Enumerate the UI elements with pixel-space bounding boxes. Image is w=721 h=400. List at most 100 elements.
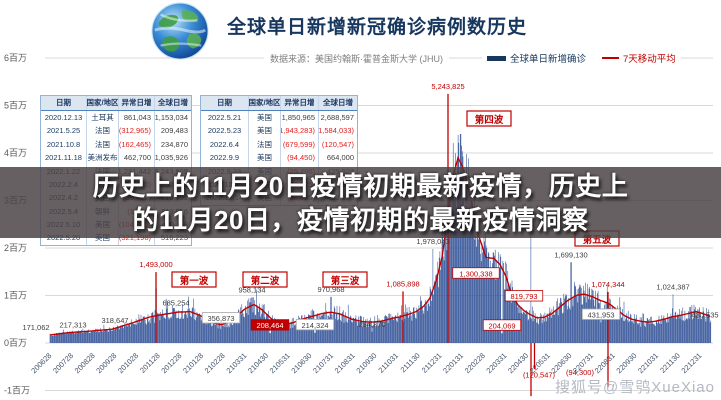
wave-label-box (242, 271, 288, 288)
ma-line (49, 155, 711, 336)
wave-label-box (322, 271, 368, 288)
x-axis-label: 200728 (51, 351, 75, 375)
annotation-label: (94,300) (566, 368, 594, 377)
x-axis-label: 210228 (203, 351, 227, 375)
legend-line-label: 7天移动平均 (623, 54, 676, 65)
annotation-label: 1,493,000 (139, 260, 172, 269)
table-cell: 2021.10.8 (41, 137, 87, 152)
chart-legend: 全球单日新增确诊 7天移动平均 (482, 51, 681, 65)
annotation-label: 204,069 (488, 321, 515, 330)
table-header-cell: 国家/地区 (249, 96, 281, 110)
annotation-label: (120,547) (523, 371, 556, 380)
annotation-label: 1,699,130 (554, 250, 587, 259)
x-axis-label: 210531 (268, 351, 292, 375)
table-cell: 2,688,597 (320, 112, 354, 122)
y-axis-label: 4百万 (4, 148, 27, 158)
x-axis-label: 201028 (116, 351, 140, 375)
annotation-label: 430,535 (691, 311, 718, 320)
table-header-cell: 全球日增 (158, 98, 188, 108)
wave-label: 第一波 (180, 275, 209, 287)
page-title: 全球单日新增新冠确诊病例数历史 (227, 17, 528, 38)
table-cell: 209,483 (160, 126, 188, 136)
table-cell: (1,943,283) (281, 124, 319, 138)
annotation-box (482, 319, 522, 331)
table-cell: (94,450) (281, 151, 319, 165)
annotation-label: 356,873 (207, 314, 234, 323)
annotation-label: 958,134 (238, 285, 265, 294)
table-cell: (312,965) (119, 124, 155, 138)
table-row: 2022.9.9 美国 (94,450) 664,000 (201, 151, 357, 165)
y-axis-label: 2百万 (4, 243, 27, 253)
table-cell: 2022.5.21 (201, 111, 249, 125)
annotation-label: 1,074,344 (591, 280, 624, 289)
data-source-subtitle: 数据来源：美国约翰斯·霍普金斯大学 (JHU) (264, 52, 449, 65)
y-axis-label: -1百万 (4, 386, 30, 396)
overlay-banner: 历史上的11月20日疫情初期最新疫情，历史上 的11月20日，疫情初期的最新疫情… (0, 167, 721, 238)
x-axis-label: 201128 (138, 351, 162, 375)
legend-bar-label: 全球单日新增确诊 (510, 54, 587, 65)
y-axis-label: 5百万 (4, 101, 27, 111)
overlay-title-line2: 的11月20日，疫情初期的最新疫情洞察 (132, 204, 589, 235)
x-axis-label: 210430 (246, 351, 270, 375)
y-axis-label: 0百万 (4, 338, 27, 348)
x-axis-label: 220131 (441, 351, 465, 375)
table-cell: 2022.5.23 (201, 124, 249, 138)
annotation-label: 318,647 (101, 316, 128, 325)
table-cell: 法国 (87, 124, 119, 138)
table-header-row: 日期 国家/地区 异常日增 全球日增 (201, 96, 357, 111)
annotation-label: 208,464 (256, 321, 283, 330)
annotation-label: 5,243,825 (431, 82, 464, 91)
annotation-label: 1,300,338 (459, 269, 492, 278)
table-cell: (679,599) (281, 137, 319, 152)
table-cell: 美国 (249, 151, 281, 165)
x-axis-label: 210831 (333, 351, 357, 375)
watermark: 搜狐号@雪鸮XueXiao (555, 379, 715, 396)
x-axis-label: 210630 (289, 351, 313, 375)
legend-line-swatch (602, 57, 620, 59)
x-axis-label: 201228 (159, 351, 183, 375)
y-axis-label: 6百万 (4, 53, 27, 63)
x-axis-label: 220228 (463, 351, 487, 375)
x-axis-label: 221130 (658, 351, 682, 375)
table-cell: 2021.5.25 (41, 124, 87, 138)
x-axis-label: 220331 (484, 351, 508, 375)
table-cell: (1,584,033) (319, 126, 354, 136)
x-axis-label: 220930 (614, 351, 638, 375)
x-axis-label: 211031 (376, 351, 400, 375)
x-axis-label: 220831 (593, 351, 617, 375)
table-header-cell: 日期 (201, 96, 249, 110)
x-axis-label: 221231 (679, 351, 703, 375)
table-cell: 2021.11.18 (41, 151, 87, 165)
bars-path (49, 134, 712, 343)
table-header-cell: 全球日增 (323, 98, 353, 108)
table-cell: 462,700 (119, 151, 155, 165)
table-header-row: 日期 国家/地区 异常日增 全球日增 (41, 96, 191, 111)
earth-globe-icon (151, 2, 209, 60)
wave-label: 第四波 (475, 114, 504, 126)
x-axis-label: 210731 (311, 351, 335, 375)
wave-label: 第二波 (251, 275, 280, 287)
annotation-label: 1,024,387 (656, 282, 689, 291)
annotation-box (250, 319, 290, 331)
x-axis-label: 210128 (181, 351, 205, 375)
table-cell: 861,043 (119, 111, 155, 125)
table-header-cell: 异常日增 (281, 96, 319, 110)
annotation-label: 217,313 (59, 321, 86, 330)
wave-label: 第三波 (331, 275, 360, 287)
annotation-label: 1,085,898 (386, 279, 419, 288)
annotation-label: 1,978,043 (416, 237, 449, 246)
table-cell: 美国 (249, 111, 281, 125)
table-cell: 法国 (87, 137, 119, 152)
x-axis-label: 211231 (420, 351, 444, 375)
table-cell: 2020.12.13 (41, 111, 87, 125)
annotation-box (452, 267, 500, 279)
table-cell: 法国 (249, 137, 281, 152)
table-cell: 1,035,926 (155, 153, 188, 163)
table-cell: 美国 (249, 124, 281, 138)
table-row: 2022.5.21 美国 1,850,965 2,688,597 (201, 111, 357, 125)
table-row: 2020.12.13 土耳其 861,043 1,153,034 (41, 111, 191, 125)
table-cell: 土耳其 (87, 111, 119, 125)
table-header-cell: 日期 (41, 96, 87, 110)
x-axis-label: 211130 (399, 351, 422, 374)
